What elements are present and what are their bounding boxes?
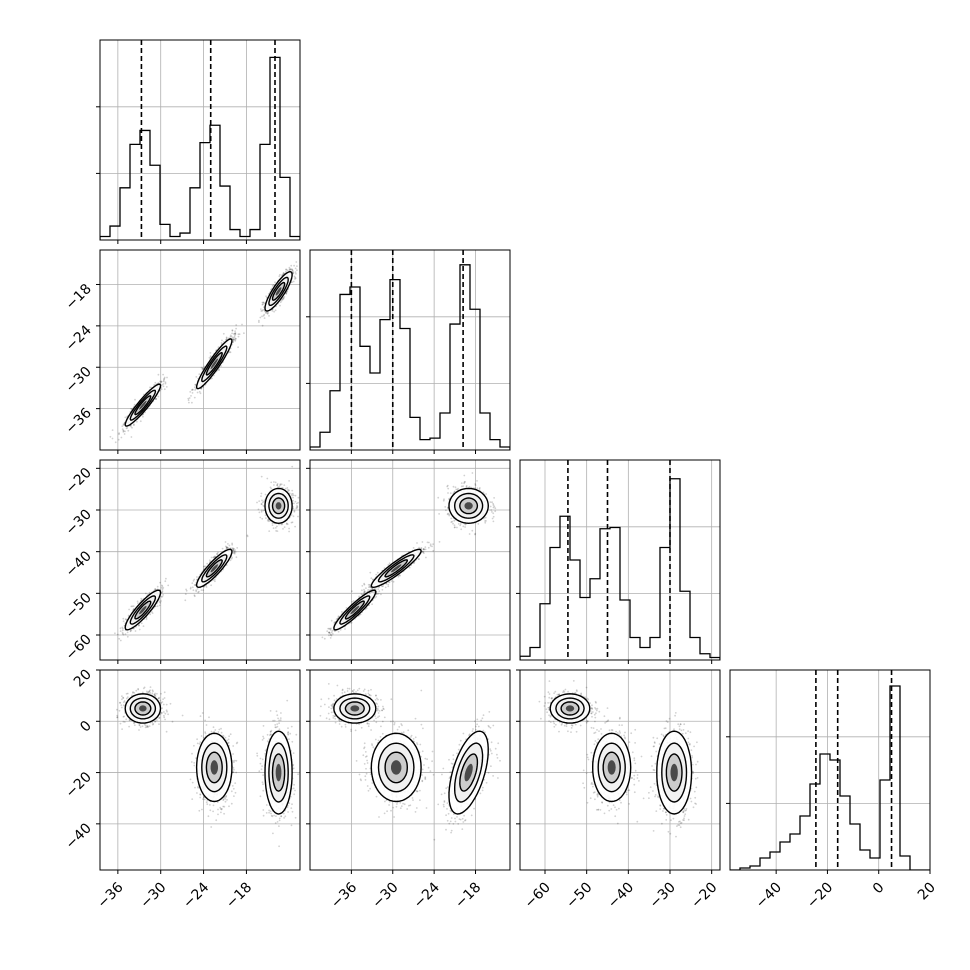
x-tick-label: −18 — [223, 880, 255, 912]
panel-frame — [309, 249, 511, 451]
histogram-2 — [520, 478, 720, 660]
x-tick-label: −50 — [563, 880, 595, 912]
y-tick-label: −18 — [63, 281, 95, 313]
scatter-panel-3-0 — [96, 669, 301, 874]
x-tick-label: −40 — [753, 880, 785, 912]
panel-frame — [519, 459, 721, 661]
panel-frame — [309, 459, 511, 661]
scatter-panel-3-2 — [516, 669, 721, 874]
panel-frame — [99, 39, 301, 241]
x-tick-label: −30 — [647, 880, 679, 912]
y-tick-label: −30 — [63, 364, 95, 396]
panel-frame — [99, 249, 301, 451]
x-tick-label: −30 — [369, 880, 401, 912]
y-tick-label: 20 — [71, 667, 95, 691]
scatter-panel-2-1 — [306, 459, 511, 664]
y-tick-label: −20 — [63, 769, 95, 801]
x-tick-label: −24 — [411, 879, 443, 911]
x-tick-label: −40 — [605, 880, 637, 912]
x-tick-label: −60 — [522, 880, 554, 912]
x-tick-label: −36 — [94, 879, 126, 911]
x-tick-label: −20 — [804, 880, 836, 912]
histogram-panel-3 — [726, 669, 931, 874]
panel-frame — [99, 669, 301, 871]
histogram-0 — [100, 56, 300, 240]
histogram-panel-0 — [96, 39, 301, 244]
histogram-3 — [730, 685, 930, 870]
y-tick-label: −50 — [63, 590, 95, 622]
histogram-1 — [310, 264, 510, 450]
scatter-panel-3-1 — [306, 669, 511, 874]
y-tick-label: −30 — [63, 507, 95, 539]
x-tick-label: −36 — [328, 879, 360, 911]
histogram-panel-1 — [306, 249, 511, 454]
x-tick-label: −24 — [180, 879, 212, 911]
scatter-panel-1-0 — [96, 249, 301, 454]
y-tick-label: 0 — [77, 718, 95, 736]
x-tick-label: −20 — [688, 880, 720, 912]
panel-frame — [729, 669, 931, 871]
y-tick-label: −24 — [63, 322, 95, 354]
x-tick-label: 0 — [870, 880, 888, 898]
y-tick-label: −60 — [63, 632, 95, 664]
panel-frame — [99, 459, 301, 661]
y-tick-label: −20 — [63, 465, 95, 497]
y-tick-label: −36 — [63, 405, 95, 437]
y-tick-label: −40 — [63, 548, 95, 580]
x-tick-label: −30 — [137, 880, 169, 912]
histogram-panel-2 — [516, 459, 721, 664]
x-tick-label: 20 — [915, 880, 939, 904]
scatter-panel-2-0 — [96, 459, 301, 664]
panel-frame — [309, 669, 511, 871]
x-tick-label: −18 — [452, 880, 484, 912]
y-tick-label: −40 — [63, 820, 95, 852]
panel-frame — [519, 669, 721, 871]
